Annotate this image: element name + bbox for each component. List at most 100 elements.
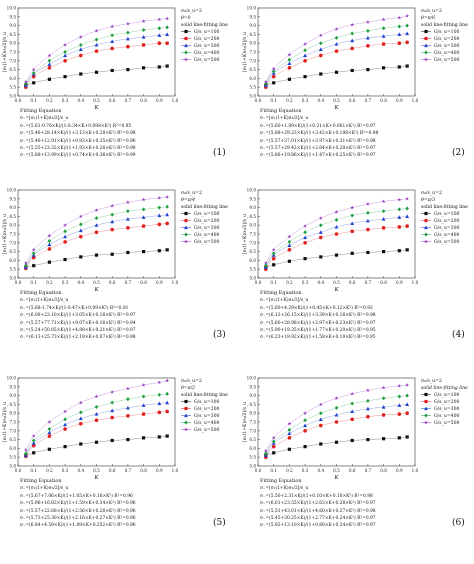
- y-tick-label: 9.5: [9, 14, 16, 19]
- data-point: [165, 400, 170, 405]
- x-tick-label: 0.7: [365, 468, 372, 473]
- legend-marker: [184, 36, 188, 41]
- fit-line-series-4: [25, 206, 168, 266]
- equation-line: σ₋=(5.55+23.32×K)/(1+1.93×K+0.26×K²) R²=…: [20, 146, 136, 152]
- data-point: [271, 439, 276, 444]
- data-point: [350, 229, 355, 234]
- y-tick-label: 5.5: [9, 455, 16, 460]
- fitting-equations-3: Fitting Equation σ₋=[σ₁(1+K)σ₃/2]/s_u σ₋=(…: [20, 290, 136, 342]
- data-point: [141, 394, 146, 399]
- x-axis-label: K: [333, 287, 339, 293]
- data-point: [287, 239, 292, 244]
- data-point: [31, 247, 36, 252]
- x-tick-label: 1.0: [412, 98, 419, 103]
- data-point: [165, 212, 170, 217]
- legend-marker: [183, 427, 189, 432]
- y-tick-label: 7.5: [249, 50, 256, 55]
- equation-line: σ₋=(5.90+19.35×K)/(1+1.77×K+0.20×K²) R²=…: [260, 328, 376, 334]
- data-point: [63, 42, 68, 47]
- x-tick-label: 0.3: [302, 98, 309, 103]
- data-point: [272, 263, 276, 267]
- x-tick-label: 0.1: [30, 280, 37, 285]
- legend-label: G/s_u=200: [194, 218, 220, 224]
- x-axis-label: K: [333, 105, 339, 111]
- data-point: [381, 199, 386, 204]
- data-point: [157, 392, 162, 397]
- data-point: [303, 75, 307, 79]
- legend-marker: [184, 225, 188, 230]
- data-point: [350, 438, 354, 443]
- equation-line: σ₋=(5.88+13.99×K)/(1+0.74×K+0.36×K²) R²=…: [20, 153, 136, 159]
- data-point: [303, 235, 307, 240]
- data-point: [287, 77, 291, 81]
- y-tick-label: 9.5: [249, 14, 256, 19]
- legend-marker: [424, 50, 428, 55]
- y-tick-label: 7.5: [249, 232, 256, 237]
- panel-number: (2): [452, 148, 465, 158]
- data-point: [23, 447, 28, 452]
- data-point: [125, 200, 130, 205]
- data-point: [303, 53, 307, 58]
- annotation-text: solid line:fitting line: [181, 22, 228, 28]
- equation-title: Fitting Equation: [260, 290, 302, 296]
- data-point: [397, 436, 401, 440]
- y-tick-label: 8.0: [9, 411, 16, 416]
- data-point: [63, 427, 67, 431]
- fitting-equations-1: Fitting Equation σ₋=[σ₁(1+K)σ₃/2]/s_u σ₋=(…: [20, 108, 136, 160]
- data-point: [350, 251, 354, 255]
- legend-marker: [184, 218, 188, 223]
- data-point: [319, 442, 323, 446]
- y-tick-label: 10.0: [7, 376, 17, 381]
- data-point: [63, 75, 67, 79]
- legend-marker: [184, 50, 188, 55]
- equation-line: σ₋=(5.60+28.98×K)/(1+2.97×K+0.23×K²) R²=…: [260, 320, 376, 326]
- data-point: [334, 209, 339, 214]
- equation-line: σ₋=(6.01+23.55×K)/(1+2.63×K+0.28×K²) R²=…: [260, 501, 376, 507]
- x-tick-label: 0.8: [380, 98, 387, 103]
- y-tick-label: 7.0: [249, 58, 256, 63]
- legend-marker: [184, 406, 188, 411]
- data-point: [142, 436, 146, 440]
- data-point: [157, 33, 162, 37]
- legend-marker: [424, 232, 428, 237]
- data-point: [271, 74, 276, 79]
- data-point: [94, 70, 99, 74]
- x-tick-label: 0.9: [396, 280, 403, 285]
- y-tick-label: 7.0: [249, 240, 256, 245]
- data-point: [287, 243, 292, 248]
- equation-line: σ₋=(5.60+1.89×K)/(1+0.21×K+0.061×K²) R²=…: [260, 123, 376, 129]
- x-tick-label: 0.0: [255, 280, 262, 285]
- x-tick-label: 1.0: [172, 280, 179, 285]
- legend-label: G/s_u=200: [194, 406, 220, 412]
- data-point: [350, 38, 355, 43]
- y-tick-label: 9.0: [249, 205, 256, 210]
- data-point: [350, 31, 354, 36]
- data-point: [350, 417, 355, 422]
- data-point: [79, 72, 83, 76]
- equation-line: σ₋=(5.51+43.01×K)/(1+4.60×K+0.27×K²) R²=…: [260, 508, 376, 514]
- data-point: [63, 422, 67, 427]
- equation-line: σ₋=(5.46+12.91×K)/(1+0.93×K+0.35×K²) R²=…: [20, 138, 136, 144]
- y-tick-label: 7.5: [249, 420, 256, 425]
- fit-line-series-3: [265, 216, 408, 268]
- data-point: [94, 37, 99, 42]
- legend-label: G/s_u=300: [434, 225, 460, 231]
- y-tick-label: 5.5: [9, 85, 16, 90]
- data-point: [319, 235, 323, 240]
- y-axis-label: [σ₁(1+K)σ₃/2]/s_u: [241, 214, 248, 254]
- x-tick-label: 0.3: [302, 280, 309, 285]
- fit-line-series-5: [25, 196, 168, 264]
- data-point: [272, 81, 276, 85]
- data-point: [264, 81, 268, 86]
- legend-label: G/s_u=500: [194, 427, 220, 433]
- y-axis-label: [σ₁(1+K)σ₃/2]/s_u: [241, 402, 248, 442]
- y-tick-label: 6.0: [9, 446, 16, 451]
- data-point: [287, 421, 292, 426]
- data-point: [31, 74, 36, 79]
- data-point: [287, 52, 292, 57]
- y-tick-label: 6.0: [9, 76, 16, 81]
- data-point: [63, 53, 67, 58]
- y-tick-label: 9.0: [9, 393, 16, 398]
- data-point: [79, 234, 83, 239]
- legend-marker: [184, 211, 188, 216]
